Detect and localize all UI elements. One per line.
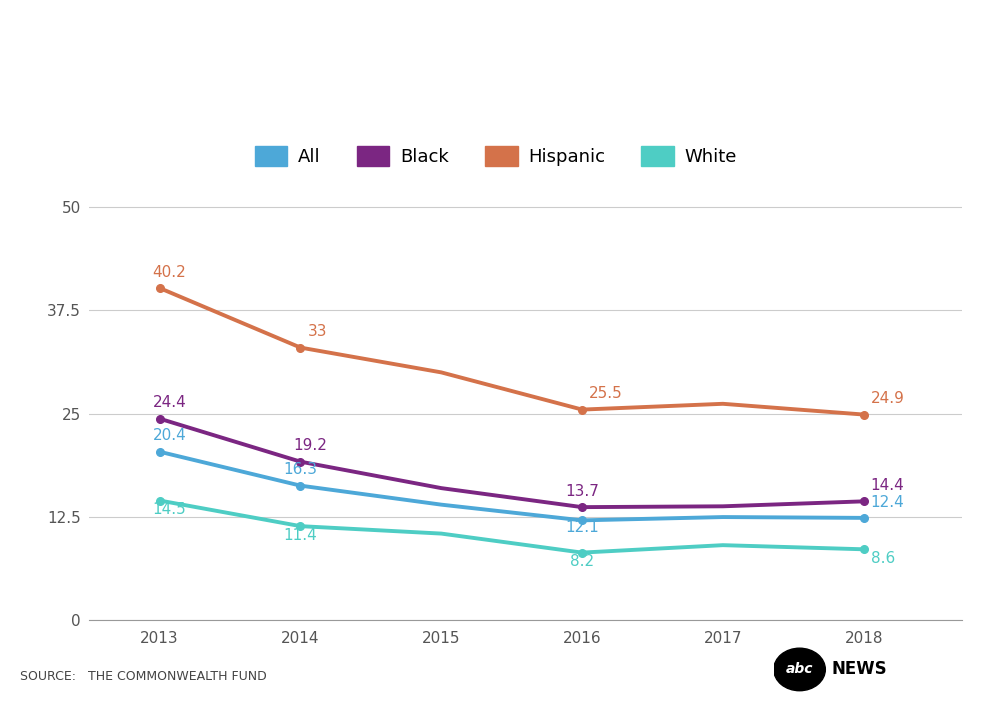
Text: FALLEN SIGNIFICANTLY SINCE 2013: FALLEN SIGNIFICANTLY SINCE 2013 xyxy=(181,86,811,116)
Text: UNINSURED RATE AMONG ADULTS HAS: UNINSURED RATE AMONG ADULTS HAS xyxy=(148,31,844,62)
Text: 12.1: 12.1 xyxy=(565,520,599,536)
Text: 14.4: 14.4 xyxy=(871,478,905,493)
Text: 8.2: 8.2 xyxy=(570,554,594,569)
Text: 24.9: 24.9 xyxy=(871,391,905,407)
Text: 24.4: 24.4 xyxy=(153,395,186,410)
Text: 25.5: 25.5 xyxy=(589,386,623,401)
Text: 14.5: 14.5 xyxy=(153,502,186,517)
Text: 8.6: 8.6 xyxy=(871,551,895,566)
Text: 11.4: 11.4 xyxy=(284,528,317,543)
Legend: All, Black, Hispanic, White: All, Black, Hispanic, White xyxy=(255,146,737,166)
Text: 20.4: 20.4 xyxy=(153,428,186,444)
Circle shape xyxy=(774,648,825,690)
Text: abc: abc xyxy=(786,662,813,676)
Text: 16.3: 16.3 xyxy=(284,463,317,477)
Text: SOURCE:   THE COMMONWEALTH FUND: SOURCE: THE COMMONWEALTH FUND xyxy=(20,670,267,683)
Text: 40.2: 40.2 xyxy=(153,265,186,280)
Text: 33: 33 xyxy=(308,325,327,339)
Text: NEWS: NEWS xyxy=(831,660,887,679)
Text: 13.7: 13.7 xyxy=(565,484,599,499)
Text: 19.2: 19.2 xyxy=(294,438,327,454)
Text: 12.4: 12.4 xyxy=(871,495,905,510)
